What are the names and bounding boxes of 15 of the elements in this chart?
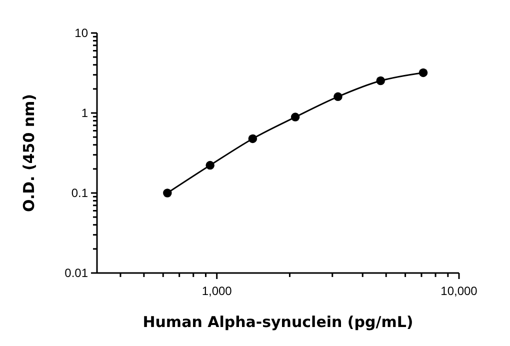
point (290, 112, 300, 122)
y-tick-label: 0.1 (71, 186, 88, 200)
point (163, 188, 172, 198)
point (376, 76, 385, 86)
point (334, 92, 342, 102)
x-tick-label: 10,000 (440, 284, 478, 298)
point (248, 134, 258, 144)
y-tick-label: 0.01 (64, 266, 88, 280)
x-axis-title: Human Alpha-synuclein (pg/mL) (142, 313, 414, 331)
y-axis-title: O.D. (450 nm) (20, 94, 38, 212)
x-tick-label: 1,000 (202, 284, 232, 298)
y-tick-label: 1 (81, 106, 88, 120)
point (206, 160, 214, 170)
point (418, 68, 428, 78)
y-tick-label: 10 (74, 26, 88, 40)
